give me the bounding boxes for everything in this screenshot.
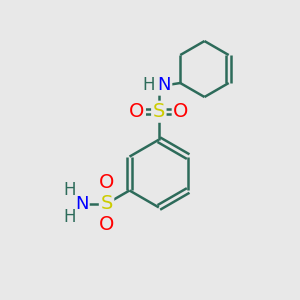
Text: O: O — [99, 215, 114, 234]
Text: N: N — [75, 195, 88, 213]
Text: N: N — [158, 76, 171, 94]
Text: H: H — [142, 76, 155, 94]
Text: S: S — [153, 102, 165, 121]
Text: H: H — [63, 182, 75, 200]
Text: S: S — [100, 194, 113, 213]
Text: O: O — [99, 173, 114, 192]
Text: O: O — [173, 102, 189, 121]
Text: O: O — [129, 102, 144, 121]
Text: H: H — [63, 208, 75, 226]
